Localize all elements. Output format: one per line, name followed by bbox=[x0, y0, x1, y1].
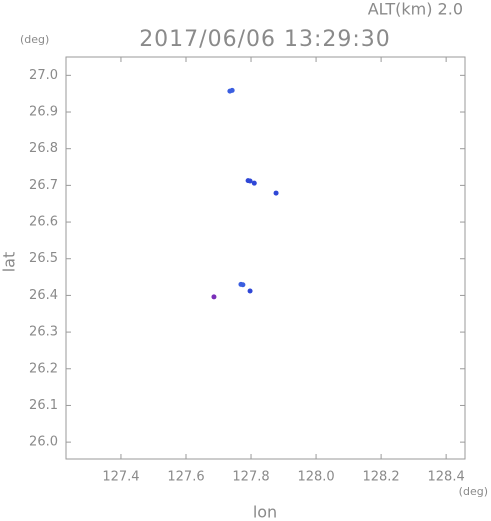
y-tick-label: 26.9 bbox=[29, 105, 58, 120]
y-unit: (deg) bbox=[20, 33, 49, 46]
x-axis-label: lon bbox=[253, 503, 277, 521]
echo-point bbox=[247, 178, 253, 184]
y-tick-label: 26.4 bbox=[29, 288, 58, 303]
x-tick-label: 128.4 bbox=[428, 470, 465, 485]
x-tick-label: 127.8 bbox=[232, 470, 269, 485]
y-tick-label: 26.7 bbox=[29, 178, 58, 193]
y-tick-label: 26.1 bbox=[29, 398, 58, 413]
echo-point bbox=[247, 288, 253, 294]
y-tick-label: 26.3 bbox=[29, 325, 58, 340]
chart-title: 2017/06/06 13:29:30 bbox=[139, 27, 391, 52]
echo-point bbox=[240, 282, 246, 288]
echo-point bbox=[273, 190, 279, 196]
y-tick-label: 26.6 bbox=[29, 215, 58, 230]
plot-frame bbox=[65, 56, 466, 460]
y-tick-label: 27.0 bbox=[29, 68, 58, 83]
x-tick-label: 128.2 bbox=[362, 470, 399, 485]
x-unit: (deg) bbox=[459, 485, 488, 498]
y-tick-label: 26.8 bbox=[29, 141, 58, 156]
annotation: ALT(km) 2.0 bbox=[368, 0, 463, 19]
x-tick-label: 127.6 bbox=[167, 470, 204, 485]
x-tick-label: 128.0 bbox=[297, 470, 334, 485]
y-axis-label: lat bbox=[0, 252, 19, 273]
echo-point bbox=[229, 87, 235, 93]
y-tick-label: 26.0 bbox=[29, 435, 58, 450]
echo-point bbox=[211, 294, 217, 300]
y-tick-label: 26.5 bbox=[29, 251, 58, 266]
x-tick-label: 127.4 bbox=[102, 470, 139, 485]
echo-point bbox=[251, 180, 257, 186]
y-tick-label: 26.2 bbox=[29, 361, 58, 376]
